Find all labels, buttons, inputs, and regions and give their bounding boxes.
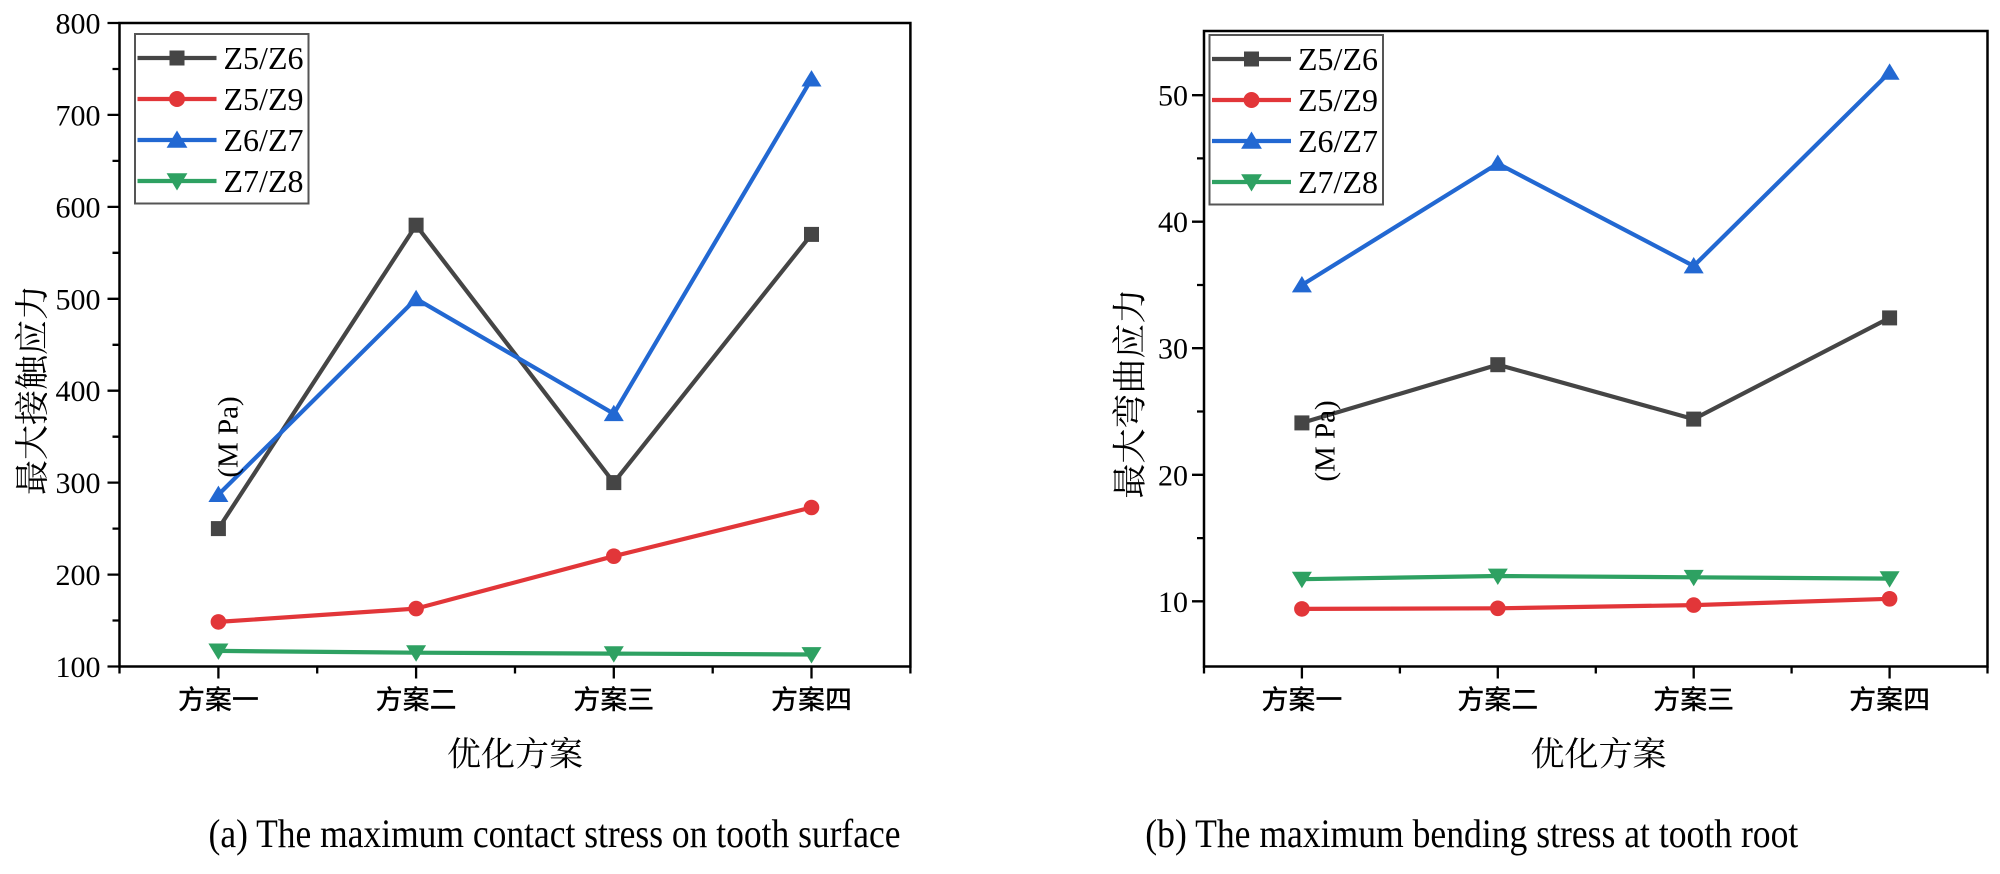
svg-text:500: 500 [56,283,101,316]
svg-text:700: 700 [56,99,101,132]
svg-text:600: 600 [56,191,101,224]
svg-text:Z5/Z6: Z5/Z6 [1298,41,1378,77]
svg-text:Z5/Z9: Z5/Z9 [1298,82,1378,118]
svg-text:Z5/Z9: Z5/Z9 [224,81,304,117]
svg-text:20: 20 [1158,459,1188,492]
svg-text:(M Pa): (M Pa) [213,396,245,477]
svg-text:Z6/Z7: Z6/Z7 [224,122,304,158]
svg-text:100: 100 [56,651,101,684]
svg-text:40: 40 [1158,206,1188,239]
svg-text:800: 800 [56,8,101,41]
svg-text:50: 50 [1158,80,1188,113]
svg-text:30: 30 [1158,333,1188,366]
svg-text:10: 10 [1158,586,1188,619]
svg-text:Z5/Z6: Z5/Z6 [224,40,304,76]
svg-text:(b) The maximum bending stress: (b) The maximum bending stress at tooth … [1145,811,1798,856]
svg-text:(a) The maximum contact stress: (a) The maximum contact stress on tooth … [209,811,901,856]
svg-text:Z7/Z8: Z7/Z8 [1298,164,1378,200]
svg-text:200: 200 [56,559,101,592]
svg-text:Z6/Z7: Z6/Z7 [1298,123,1378,159]
svg-text:(M Pa): (M Pa) [1310,400,1342,481]
svg-text:400: 400 [56,375,101,408]
svg-text:300: 300 [56,467,101,500]
svg-text:Z7/Z8: Z7/Z8 [224,163,304,199]
